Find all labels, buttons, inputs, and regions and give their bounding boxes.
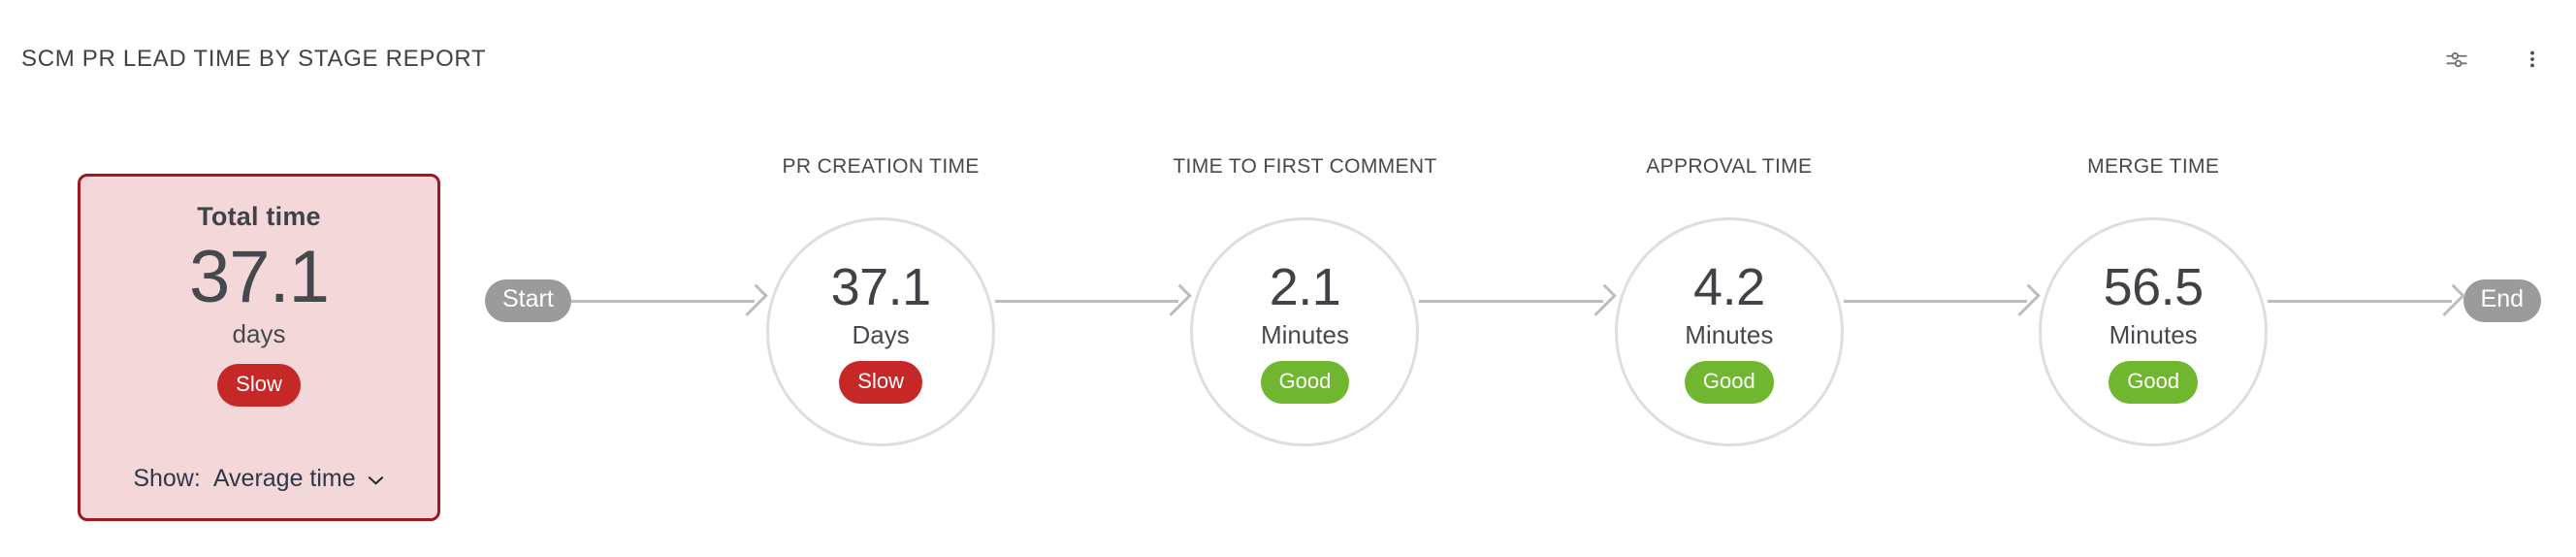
stage-label: MERGE TIME [2087, 155, 2220, 178]
status-badge: Slow [839, 360, 922, 404]
total-time-title: Total time [197, 202, 321, 231]
report-header: SCM PR LEAD TIME BY STAGE REPORT [0, 0, 2576, 109]
flow-connector-arrow [1419, 283, 1617, 317]
show-selected-value: Average time [212, 465, 356, 492]
stage-unit: Minutes [1685, 319, 1774, 349]
stage-unit: Minutes [2109, 319, 2198, 349]
flow-connector-arrow [570, 283, 768, 317]
stage-node[interactable]: APPROVAL TIME 4.2 Minutes Good [1614, 155, 1844, 446]
stage-unit: Minutes [1260, 319, 1349, 349]
more-options-icon[interactable] [2516, 43, 2549, 76]
stage-label: APPROVAL TIME [1646, 155, 1813, 178]
stage-circle: 37.1 Days Slow [766, 217, 996, 446]
stage-flow: Start PR CREATION TIME 37.1 Days Slow TI… [485, 155, 2541, 446]
flow-start-pill: Start [485, 279, 571, 322]
stage-circle: 4.2 Minutes Good [1614, 217, 1844, 446]
status-badge: Good [1260, 360, 1350, 404]
status-badge: Good [1684, 360, 1774, 404]
flow-end-pill: End [2463, 279, 2541, 322]
stage-value: 2.1 [1269, 257, 1341, 316]
stage-circle: 2.1 Minutes Good [1190, 217, 1420, 446]
show-control: Show: Average time [80, 465, 437, 493]
status-badge: Slow [217, 364, 301, 408]
chevron-down-icon [367, 465, 385, 493]
page-title: SCM PR LEAD TIME BY STAGE REPORT [21, 46, 487, 72]
stage-value: 4.2 [1693, 257, 1765, 316]
status-badge: Good [2109, 360, 2199, 404]
flow-connector-arrow [995, 283, 1193, 317]
stage-circle: 56.5 Minutes Good [2039, 217, 2269, 446]
stage-label: PR CREATION TIME [782, 155, 980, 178]
stage-unit: Days [852, 319, 910, 349]
show-time-dropdown[interactable]: Average time [213, 465, 385, 493]
total-time-value: 37.1 [189, 236, 330, 318]
settings-sliders-icon[interactable] [2440, 43, 2473, 76]
flow-connector-arrow [1843, 283, 2041, 317]
stage-label: TIME TO FIRST COMMENT [1173, 155, 1437, 178]
stage-node[interactable]: PR CREATION TIME 37.1 Days Slow [766, 155, 996, 446]
header-actions [2440, 43, 2549, 76]
stage-value: 56.5 [2103, 257, 2205, 316]
stage-node[interactable]: TIME TO FIRST COMMENT 2.1 Minutes Good [1173, 155, 1436, 446]
total-time-card: Total time 37.1 days Slow Show: Average … [78, 174, 440, 521]
total-time-unit: days [232, 319, 286, 349]
show-label: Show: [133, 465, 201, 492]
flow-connector-arrow [2268, 283, 2465, 317]
stage-value: 37.1 [830, 257, 932, 316]
stage-node[interactable]: MERGE TIME 56.5 Minutes Good [2039, 155, 2269, 446]
